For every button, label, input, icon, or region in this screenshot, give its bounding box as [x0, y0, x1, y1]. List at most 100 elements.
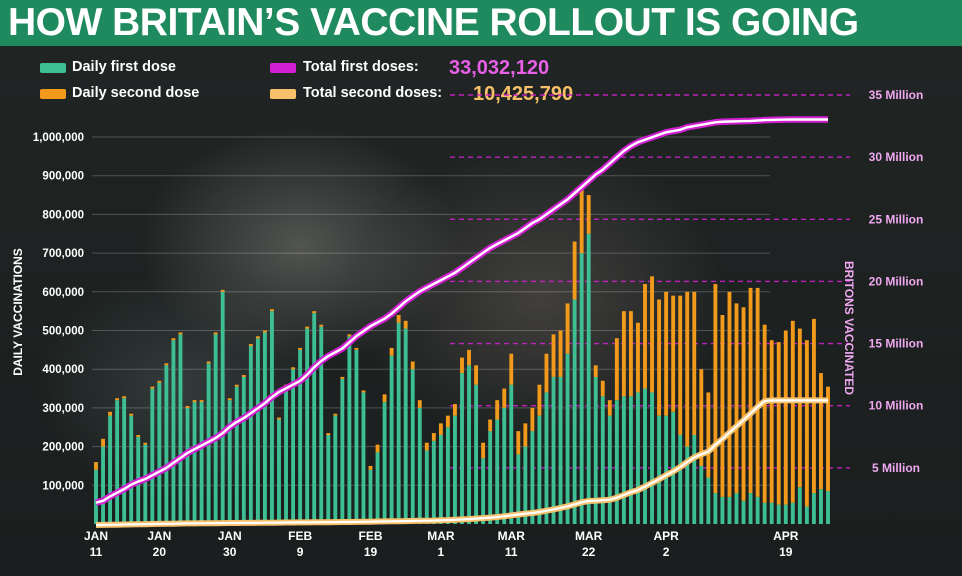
y-tick-label-left: 400,000: [42, 364, 84, 376]
bar-first-dose: [368, 469, 373, 524]
bar-first-dose: [474, 384, 479, 524]
bar-first-dose: [797, 487, 802, 524]
bar-second-dose: [460, 357, 464, 374]
y-axis-label-left: DAILY VACCINATIONS: [11, 248, 25, 376]
page-title: HOW BRITAIN’S VACCINE ROLLOUT IS GOING: [8, 1, 859, 44]
bar-second-dose: [227, 398, 232, 401]
x-tick-day: 11: [90, 545, 103, 559]
bar-second-dose: [101, 438, 105, 447]
bar-second-dose: [502, 388, 507, 408]
bar-first-dose: [783, 504, 788, 524]
legend-label-daily-second: Daily second dose: [72, 85, 200, 101]
bar-first-dose: [495, 419, 500, 524]
bar-first-dose: [361, 392, 366, 524]
bar-first-dose: [558, 376, 563, 524]
bar-first-dose: [621, 396, 626, 524]
bar-first-dose: [628, 396, 633, 524]
bar-first-dose: [600, 396, 605, 524]
bar-first-dose: [685, 446, 690, 524]
bar-second-dose: [664, 291, 669, 416]
bar-second-dose: [171, 338, 176, 341]
bar-second-dose: [403, 320, 408, 329]
bar-first-dose: [199, 402, 204, 524]
x-tick-day: 9: [297, 545, 304, 559]
y-tick-label-left: 300,000: [42, 403, 84, 415]
bar-first-dose: [157, 382, 162, 524]
bar-second-dose: [558, 330, 563, 377]
bar-first-dose: [523, 446, 528, 524]
y-tick-label-left: 1,000,000: [33, 132, 84, 144]
bar-first-dose: [94, 469, 98, 524]
bar-second-dose: [333, 413, 338, 416]
bar-second-dose: [389, 347, 394, 356]
bar-second-dose: [671, 295, 676, 412]
x-tick-day: 22: [582, 545, 596, 559]
bar-second-dose: [811, 318, 816, 494]
bar-first-dose: [164, 365, 169, 524]
bar-second-dose: [312, 311, 317, 314]
bar-first-dose: [579, 253, 584, 524]
bar-second-dose: [129, 413, 134, 416]
bar-second-dose: [692, 291, 697, 435]
bar-first-dose: [804, 506, 809, 524]
bar-first-dose: [248, 345, 253, 524]
bar-first-dose: [811, 493, 816, 524]
legend-label-daily-first: Daily first dose: [72, 59, 176, 75]
bar-second-dose: [537, 384, 542, 416]
bar-second-dose: [762, 324, 767, 503]
bar-first-dose: [150, 388, 155, 524]
bar-second-dose: [424, 442, 429, 451]
bar-first-dose: [614, 400, 619, 524]
bar-first-dose: [593, 376, 598, 524]
legend-swatch-total-second: [270, 89, 296, 99]
total-first-value: 33,032,120: [449, 57, 550, 79]
bar-second-dose: [579, 187, 584, 254]
bar-second-dose: [136, 434, 141, 437]
x-tick-day: 1: [438, 545, 445, 559]
y-tick-label-right: 5 Million: [872, 461, 920, 475]
bar-second-dose: [488, 419, 493, 432]
x-tick-month: FEB: [359, 529, 383, 543]
bar-first-dose: [284, 386, 288, 524]
x-tick-day: 19: [364, 545, 378, 559]
bar-second-dose: [734, 303, 739, 494]
bar-second-dose: [396, 315, 401, 323]
x-tick-day: 2: [663, 545, 670, 559]
y-axis-label-right: BRITONS VACCINATED: [842, 261, 856, 395]
bar-second-dose: [94, 462, 98, 470]
bar-second-dose: [636, 322, 640, 393]
bar-first-dose: [607, 415, 612, 524]
bar-second-dose: [206, 361, 211, 364]
bar-first-dose: [122, 398, 127, 524]
bar-second-dose: [453, 404, 457, 416]
bar-first-dose: [255, 338, 260, 524]
bar-second-dose: [706, 392, 711, 478]
bar-first-dose: [544, 392, 549, 524]
bar-second-dose: [600, 380, 605, 397]
bar-first-dose: [734, 493, 739, 524]
bar-second-dose: [298, 347, 303, 350]
bar-first-dose: [769, 502, 774, 524]
x-tick-month: MAR: [427, 529, 455, 543]
bar-first-dose: [143, 444, 148, 524]
bar-first-dose: [347, 336, 352, 524]
bar-second-dose: [319, 324, 324, 327]
bar-second-dose: [657, 299, 662, 416]
bar-first-dose: [305, 328, 310, 524]
bar-first-dose: [826, 491, 830, 524]
bar-first-dose: [262, 332, 267, 524]
bar-second-dose: [551, 334, 556, 377]
y-tick-label-left: 900,000: [42, 171, 84, 183]
bar-first-dose: [431, 440, 436, 524]
bar-first-dose: [277, 419, 281, 524]
bar-second-dose: [713, 284, 718, 494]
bar-first-dose: [375, 452, 380, 524]
bar-second-dose: [565, 303, 570, 354]
bar-second-dose: [185, 405, 190, 408]
bar-second-dose: [481, 442, 486, 459]
bar-second-dose: [220, 289, 225, 292]
bar-second-dose: [748, 287, 753, 494]
bar-second-dose: [819, 373, 823, 490]
bar-first-dose: [551, 376, 556, 524]
bar-first-dose: [101, 446, 105, 524]
